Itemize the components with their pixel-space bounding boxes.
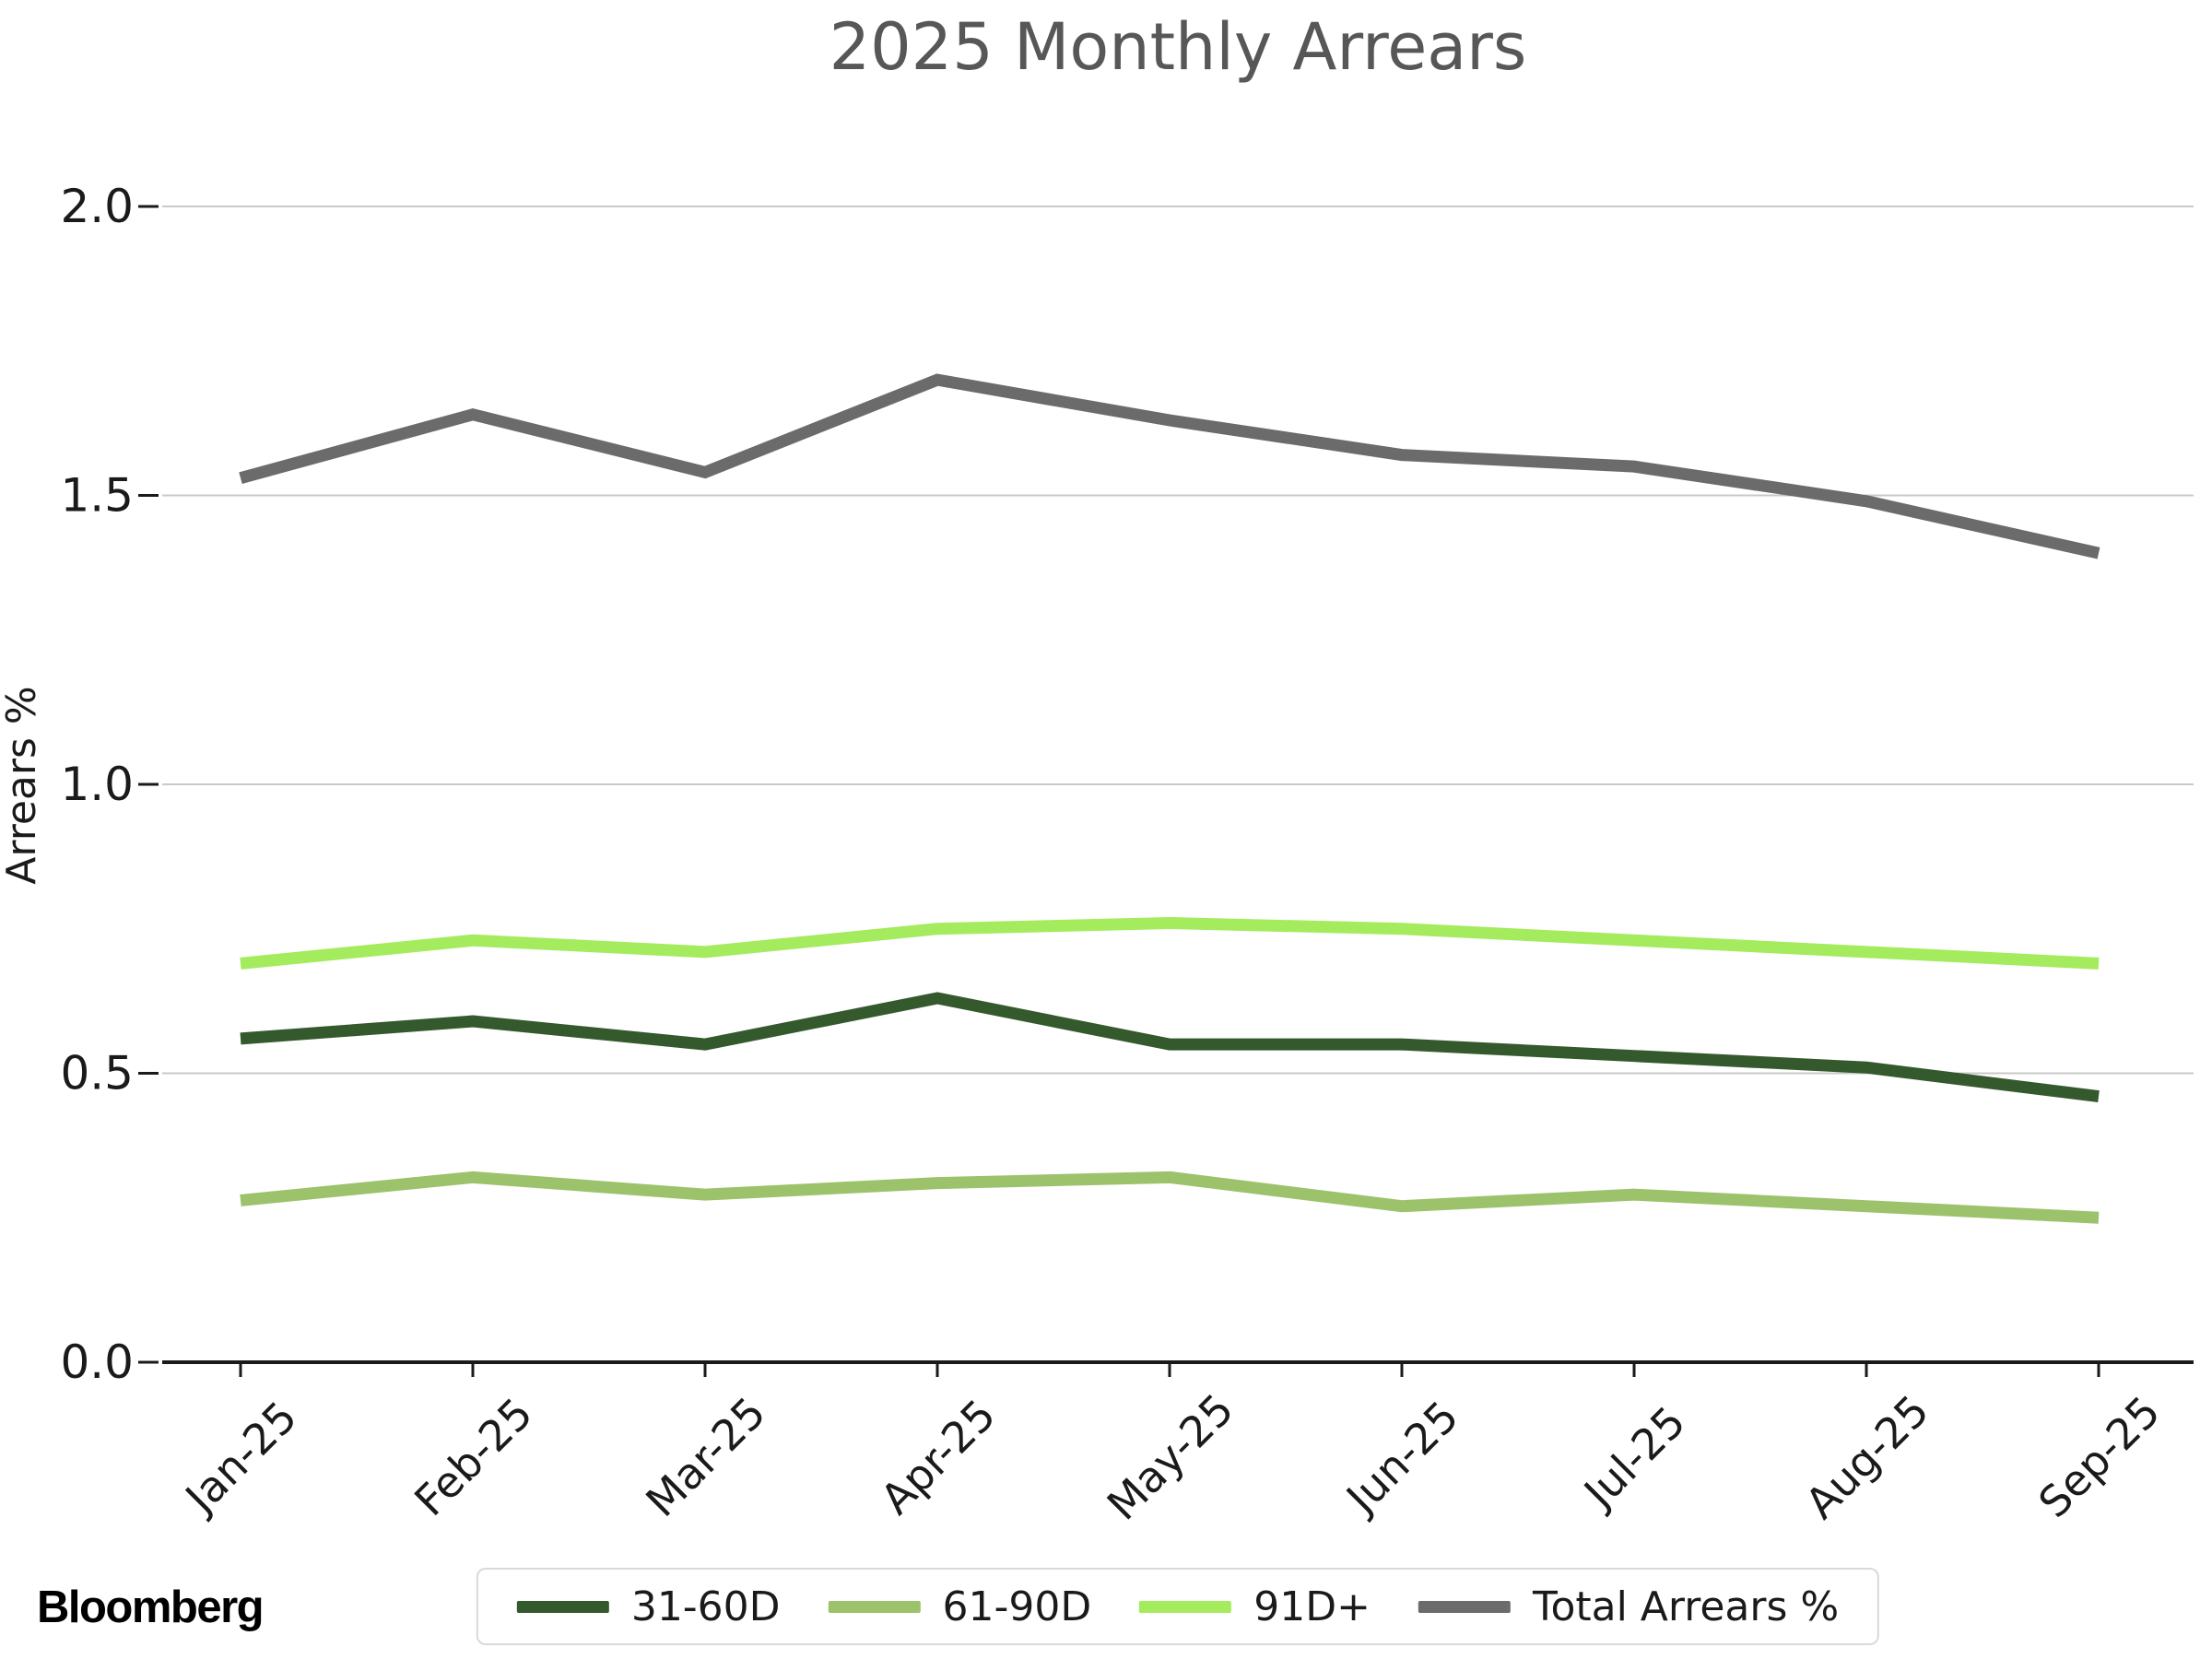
x-tick-label: Sep-25 xyxy=(2029,1386,2170,1527)
series-line-31-60d xyxy=(240,992,2100,1103)
legend-label: 31-60D xyxy=(630,1583,781,1630)
x-tick-label: Feb-25 xyxy=(405,1388,542,1525)
legend-item: 31-60D xyxy=(516,1583,781,1630)
x-tick-label: Apr-25 xyxy=(871,1390,1006,1524)
chart-title: 2025 Monthly Arrears xyxy=(829,9,1527,85)
series-line-61-90d xyxy=(240,1171,2100,1224)
y-tick-label: 2.0 xyxy=(60,180,134,233)
legend-label: 91D+ xyxy=(1253,1583,1371,1630)
legend: 31-60D 61-90D 91D+ Total Arrears % xyxy=(476,1568,1880,1645)
x-tick-label: Jul-25 xyxy=(1572,1396,1695,1519)
bloomberg-logo: Bloomberg xyxy=(37,1583,265,1632)
legend-label: Total Arrears % xyxy=(1533,1583,1840,1630)
legend-swatch-icon xyxy=(828,1600,921,1613)
x-tick-label: Jan-25 xyxy=(174,1392,307,1524)
legend-item: Total Arrears % xyxy=(1418,1583,1839,1630)
x-tick-label: Mar-25 xyxy=(636,1387,775,1526)
legend-label: 61-90D xyxy=(942,1583,1092,1630)
x-tick-label: Aug-25 xyxy=(1795,1385,1938,1528)
legend-swatch-icon xyxy=(516,1600,609,1613)
legend-swatch-icon xyxy=(1139,1600,1232,1613)
y-tick-label: 0.0 xyxy=(60,1335,134,1389)
y-tick-label: 0.5 xyxy=(60,1047,134,1100)
legend-swatch-icon xyxy=(1418,1600,1512,1613)
series-line-total-arrears- xyxy=(239,373,2100,559)
legend-item: 91D+ xyxy=(1139,1583,1371,1630)
y-axis-label: Arrears % xyxy=(0,686,45,884)
x-tick-label: Jun-25 xyxy=(1335,1392,1468,1524)
legend-item: 61-90D xyxy=(828,1583,1092,1630)
y-tick-label: 1.0 xyxy=(60,758,134,811)
y-tick-label: 1.5 xyxy=(60,469,134,523)
series-line-91d- xyxy=(240,916,2100,970)
x-tick-label: May-25 xyxy=(1098,1384,1243,1530)
